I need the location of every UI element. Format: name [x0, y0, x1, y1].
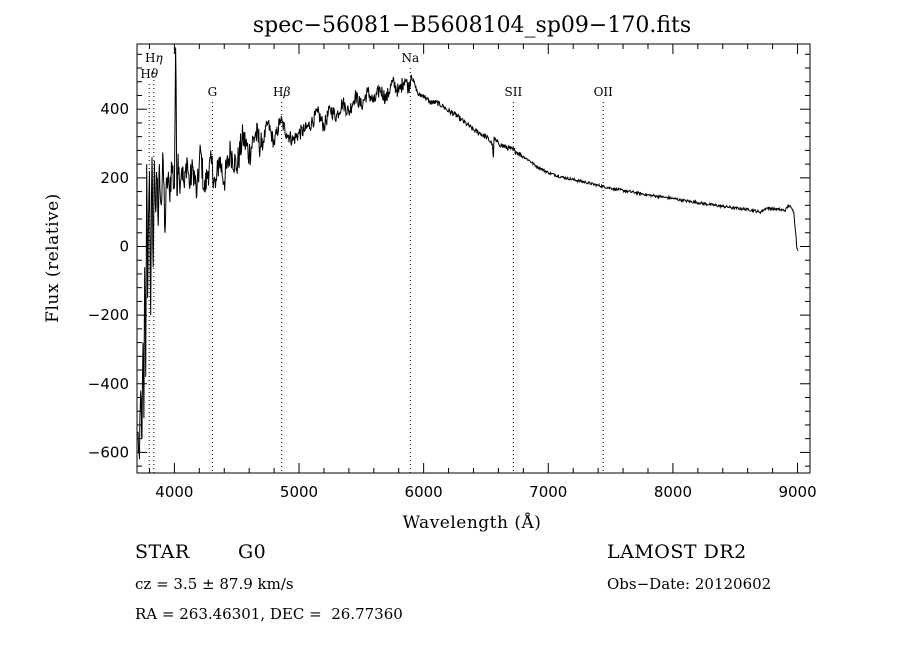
line-marker-label: G [208, 85, 218, 99]
x-tick-label: 9000 [778, 483, 816, 501]
line-marker-label: SII [505, 85, 523, 99]
chart-title: spec−56081−B5608104_sp09−170.fits [253, 13, 691, 38]
y-tick-label: 0 [119, 237, 129, 255]
x-tick-label: 8000 [654, 483, 692, 501]
x-tick-label: 7000 [529, 483, 567, 501]
line-marker-label: Hη [145, 51, 163, 65]
observation-date: Obs−Date: 20120602 [607, 575, 772, 593]
series-group [137, 47, 799, 460]
axis-tick-labels: 4000 5000 6000 7000 8000 9000 −600 −400 −200 0 200… [88, 100, 817, 501]
line-marker-label: Hβ [273, 85, 290, 99]
y-tick-label: 200 [100, 169, 129, 187]
x-tick-label: 6000 [405, 483, 443, 501]
axis-ticks [137, 44, 810, 473]
x-axis-label: Wavelength (Å) [403, 512, 542, 533]
flux-series-line [137, 47, 799, 460]
redshift-line: cz = 3.5 ± 87.9 km/s [135, 575, 294, 593]
x-tick-label: 4000 [155, 483, 193, 501]
x-tick-label: 5000 [280, 483, 318, 501]
y-tick-label: 400 [100, 100, 129, 118]
y-axis-label: Flux (relative) [43, 193, 63, 323]
y-tick-label: −400 [88, 375, 129, 393]
y-tick-label: −600 [88, 443, 129, 461]
coordinates-line: RA = 263.46301, DEC = 26.77360 [135, 605, 403, 623]
object-class: STAR [135, 541, 190, 563]
plot-frame [136, 43, 811, 474]
line-marker-label: Na [401, 51, 419, 65]
line-marker-label: OII [594, 85, 614, 99]
y-tick-label: −200 [88, 306, 129, 324]
line-marker-label: Hθ [140, 67, 158, 81]
line-markers: Hη Hθ G Hβ Na SII OII [140, 51, 613, 473]
object-subclass: G0 [238, 541, 267, 563]
survey-name: LAMOST DR2 [607, 541, 747, 563]
